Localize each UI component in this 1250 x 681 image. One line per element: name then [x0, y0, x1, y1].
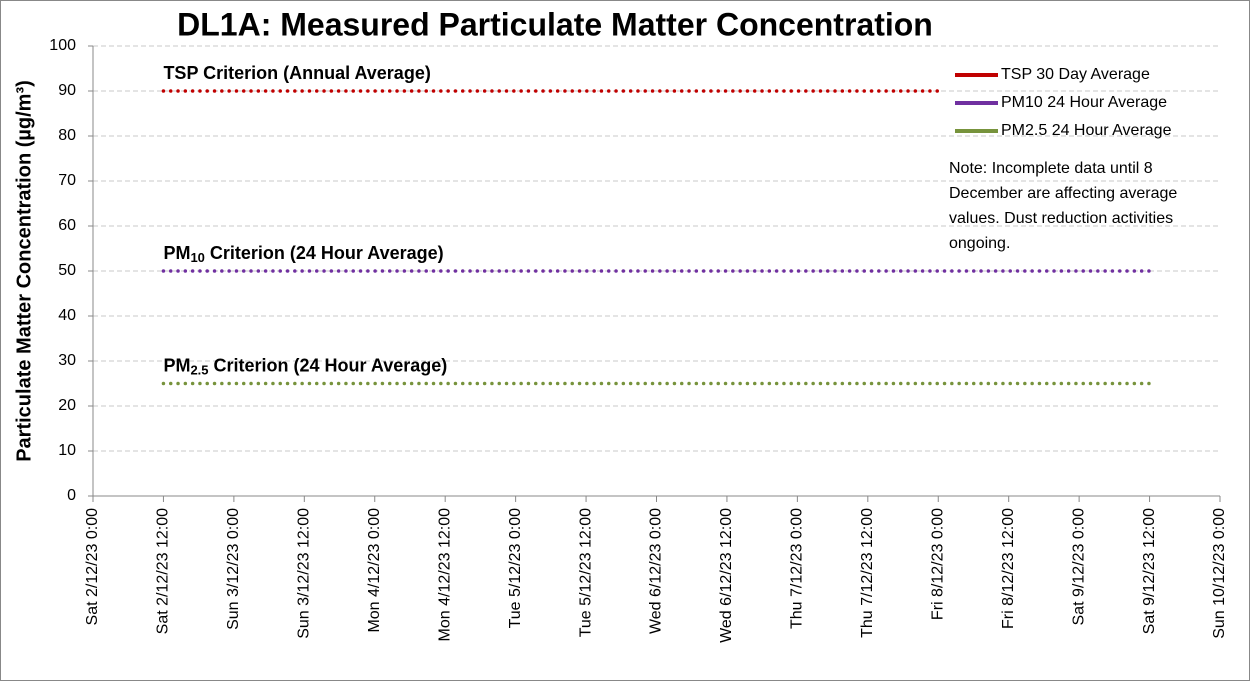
- legend-label: PM10 24 Hour Average: [1001, 94, 1167, 111]
- y-tick-label: 70: [58, 172, 76, 189]
- x-tick-label: Sat 9/12/23 0:00: [1070, 508, 1087, 626]
- y-tick-label: 30: [58, 352, 76, 369]
- x-tick-label: Sat 2/12/23 0:00: [84, 508, 101, 626]
- criterion-label: PM10 Criterion (24 Hour Average): [163, 243, 443, 266]
- x-tick-label: Mon 4/12/23 12:00: [436, 508, 453, 642]
- x-tick-label: Sun 3/12/23 0:00: [225, 508, 242, 630]
- criterion-label-text: TSP Criterion (Annual Average): [163, 63, 430, 83]
- y-tick-label: 10: [58, 442, 76, 459]
- x-tick-label: Wed 6/12/23 12:00: [718, 508, 735, 643]
- x-tick-label: Sun 10/12/23 0:00: [1211, 508, 1228, 639]
- x-tick-label: Sun 3/12/23 12:00: [296, 508, 313, 639]
- x-tick-label: Wed 6/12/23 0:00: [648, 508, 665, 634]
- x-tick-label: Tue 5/12/23 12:00: [577, 508, 594, 637]
- chart-title: DL1A: Measured Particulate Matter Concen…: [177, 6, 933, 42]
- x-tick-label: Mon 4/12/23 0:00: [366, 508, 383, 633]
- criterion-label-text: Criterion (24 Hour Average): [205, 243, 444, 263]
- criterion-label-prefix: PM: [163, 355, 190, 375]
- note: Note: Incomplete data until 8 December a…: [949, 160, 1178, 252]
- criterion-label-subscript: 2.5: [190, 363, 208, 378]
- legend-label: PM2.5 24 Hour Average: [1001, 122, 1172, 139]
- x-tick-label: Fri 8/12/23 0:00: [929, 508, 946, 620]
- x-tick-label: Thu 7/12/23 12:00: [859, 508, 876, 638]
- legend-label: TSP 30 Day Average: [1001, 66, 1150, 83]
- criterion-label-prefix: PM: [163, 243, 190, 263]
- criterion-label: TSP Criterion (Annual Average): [163, 63, 430, 83]
- criterion-label: PM2.5 Criterion (24 Hour Average): [163, 355, 447, 378]
- x-tick-label: Fri 8/12/23 12:00: [1000, 508, 1017, 629]
- x-tick-label: Tue 5/12/23 0:00: [507, 508, 524, 628]
- y-tick-label: 80: [58, 127, 76, 144]
- x-tick-label: Sat 2/12/23 12:00: [155, 508, 172, 634]
- criterion-label-text: Criterion (24 Hour Average): [209, 355, 448, 375]
- y-axis-label: Particulate Matter Concentration (µg/m³): [13, 80, 35, 462]
- y-tick-label: 50: [58, 262, 76, 279]
- y-tick-label: 40: [58, 307, 76, 324]
- y-tick-label: 60: [58, 217, 76, 234]
- criterion-label-subscript: 10: [190, 250, 204, 265]
- x-tick-label: Sat 9/12/23 12:00: [1141, 508, 1158, 634]
- y-tick-label: 0: [67, 487, 76, 504]
- y-tick-label: 20: [58, 397, 76, 414]
- y-tick-label: 90: [58, 82, 76, 99]
- y-tick-label: 100: [49, 37, 76, 54]
- x-tick-label: Thu 7/12/23 0:00: [789, 508, 806, 629]
